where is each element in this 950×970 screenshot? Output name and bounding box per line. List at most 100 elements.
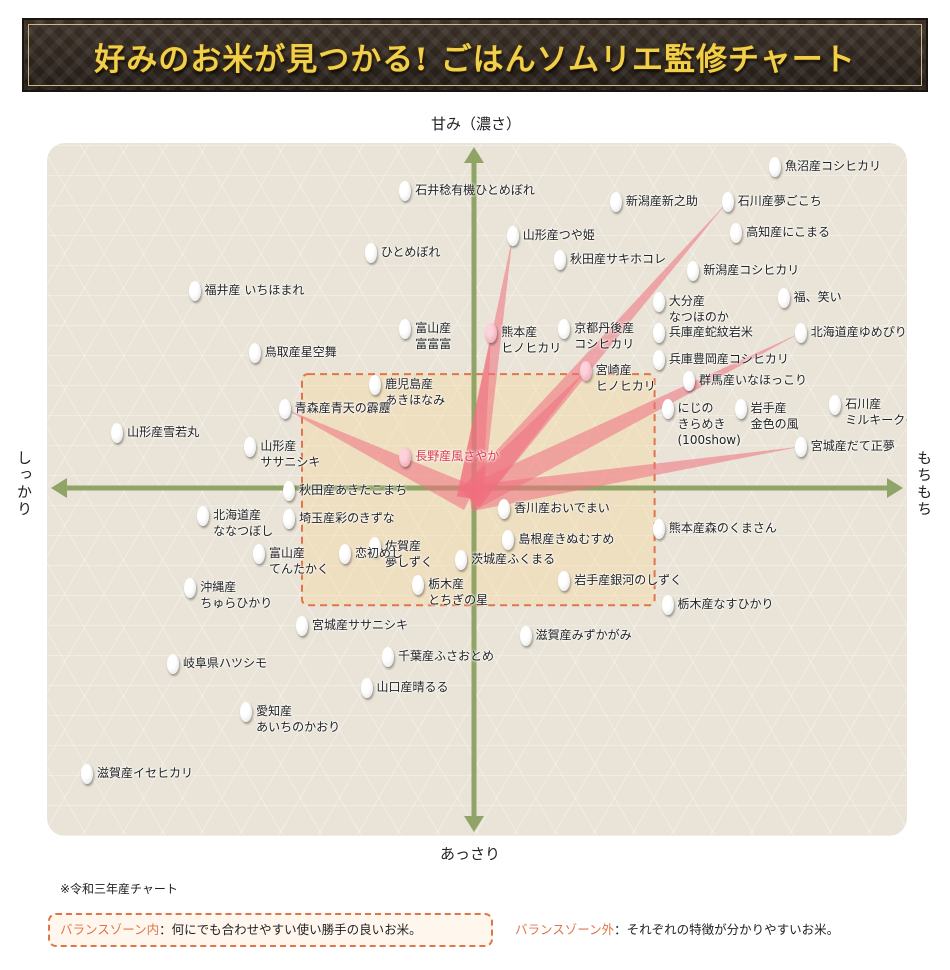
rice-grain-icon <box>167 653 179 674</box>
rice-item-label: 恋初めし <box>355 545 404 560</box>
rice-grain-icon <box>278 398 291 419</box>
rice-item-label: 北海道産ゆめぴりか <box>810 324 907 339</box>
rice-item-label: 佐賀産 夢しずく <box>385 538 433 569</box>
highlight-ray <box>460 370 586 508</box>
rice-grain-icon <box>794 322 807 343</box>
rice-grain-icon <box>399 446 412 467</box>
rice-item-label: にじの きらめき (100show) <box>677 400 741 447</box>
rice-grain-icon <box>734 398 747 419</box>
rice-item-label: 鹿児島産 あきほなみ <box>385 376 446 407</box>
rice-grain-icon <box>661 595 674 616</box>
rice-item-label: 北海道産 ななつぼし <box>213 507 274 538</box>
rice-item-label: 香川産おいでまい <box>514 500 610 515</box>
rice-grain-icon <box>794 436 807 457</box>
highlight-ray <box>284 408 476 511</box>
rice-item-label: 島根産きぬむすめ <box>518 531 615 546</box>
rice-item-label: 兵庫産蛇紋岩米 <box>668 324 753 339</box>
rice-item-label: 宮城産ササニシキ <box>312 618 409 632</box>
highlight-ray <box>456 332 492 501</box>
rice-item-label: 秋田産サキホコレ <box>570 252 667 267</box>
title-banner: 好みのお米が見つかる! ごはんソムリエ監修チャート <box>22 18 928 92</box>
rice-item-label: 群馬産いなほっこり <box>699 373 808 388</box>
rice-grain-icon <box>721 191 734 212</box>
rice-item-label: 山形産雪若丸 <box>127 424 200 439</box>
rice-grain-icon <box>455 550 468 571</box>
rice-item-label: 高知産にこまる <box>746 224 831 239</box>
rice-grain-icon <box>360 678 373 699</box>
rice-item-label: ひとめぼれ <box>380 245 441 260</box>
rice-item-label: 山形産 ササニシキ <box>260 438 321 469</box>
rice-grain-icon <box>81 764 93 785</box>
rice-grain-icon <box>485 322 498 343</box>
rice-item-label: 愛知産 あいちのかおり <box>256 704 341 735</box>
x-axis-arrow-left <box>51 478 67 498</box>
rice-grain-icon <box>184 578 197 599</box>
rice-grain-icon <box>519 626 532 647</box>
rice-item-label: 栃木産なすひかり <box>677 597 774 612</box>
rice-item-label: 福、笑い <box>793 290 842 305</box>
rice-item-label: 埼玉産彩のきずな <box>299 511 395 526</box>
rice-grain-icon <box>652 350 665 371</box>
rice-grain-icon <box>369 374 382 395</box>
rice-item-label: 山形産つや姫 <box>522 228 595 243</box>
rice-grain-icon <box>777 288 790 309</box>
rice-item-label: 茨城産ふくまる <box>471 552 556 567</box>
rice-item-label: 滋賀産みずかがみ <box>535 628 632 643</box>
rice-item-label: 富山産 てんたかく <box>269 545 330 576</box>
rice-grain-icon <box>558 319 571 340</box>
rice-item-label: 石川産 ミルキークイーン <box>845 397 907 428</box>
legend-inside-text: ：何にでも合わせやすい使い勝手の良いお米。 <box>159 922 422 937</box>
rice-grain-icon <box>829 395 842 416</box>
rice-item-label: 魚沼産コシヒカリ <box>785 159 882 174</box>
legend-inside-zone: バランスゾーン内：何にでも合わせやすい使い勝手の良いお米。 <box>48 913 493 947</box>
highlight-ray <box>467 446 801 512</box>
rice-item-label: 福井産 いちほまれ <box>204 283 305 298</box>
axis-label-bottom: あっさり <box>440 845 501 863</box>
rice-item-label: 京都丹後産 コシヒカリ <box>574 321 635 352</box>
rice-grain-icon <box>253 543 265 564</box>
x-axis-arrow-right <box>887 478 903 498</box>
rice-grain-icon <box>558 571 571 592</box>
rice-grain-icon <box>369 536 382 557</box>
rice-item-label: 山口産晴るる <box>376 680 449 695</box>
y-axis-arrow-bottom <box>464 816 484 832</box>
legend-outside-zone: バランスゾーン外：それぞれの特徴が分かりやすいお米。 <box>515 913 839 947</box>
rice-item-label: 大分産 なつほのか <box>668 293 729 324</box>
axis-label-right: もちもち <box>915 450 933 518</box>
legend-outside-text: ：それぞれの特徴が分かりやすいお米。 <box>614 922 840 937</box>
rice-grain-icon <box>652 322 665 343</box>
rice-grain-icon <box>554 250 566 271</box>
rice-grain-icon <box>683 371 695 392</box>
rice-grain-icon <box>769 157 781 178</box>
rice-grain-icon <box>283 481 296 502</box>
rice-item-label: 兵庫豊岡産コシヒカリ <box>668 352 789 367</box>
rice-grain-icon <box>502 529 515 550</box>
legend-inside-label: バランスゾーン内 <box>60 922 160 937</box>
rice-item-label: 熊本産 ヒノヒカリ <box>501 324 562 355</box>
rice-grain-icon <box>687 260 700 281</box>
highlight-ray <box>463 332 801 510</box>
rice-grain-icon <box>382 647 394 668</box>
rice-item-label: 栃木産 とちぎの星 <box>428 576 489 607</box>
rice-item-label: 秋田産あきたこまち <box>299 483 408 498</box>
rice-grain-icon <box>661 398 674 419</box>
axis-label-left: しっかり <box>15 450 33 518</box>
rice-item-label: 千葉産ふさおとめ <box>398 649 495 664</box>
chart-note: ※令和三年産チャート <box>60 882 178 896</box>
rice-grain-icon <box>652 519 665 540</box>
rice-item-label: 岩手産銀河のしずく <box>574 573 683 588</box>
rice-grain-icon <box>579 360 592 381</box>
rice-grain-icon <box>652 291 665 312</box>
rice-grain-icon <box>244 436 257 457</box>
rice-grain-icon <box>399 181 412 202</box>
rice-chart: 魚沼産コシヒカリ 石井稔有機ひとめぼれ 新潟産新之助 石川産夢ごこち 高知産にこまる 山形… <box>47 143 907 836</box>
rice-grain-icon <box>283 509 296 530</box>
rice-item-label: 新潟産コシヒカリ <box>703 262 800 277</box>
rice-grain-icon <box>111 422 124 443</box>
rice-item-label: 新潟産新之助 <box>625 193 698 208</box>
rice-grain-icon <box>730 222 743 243</box>
rice-grain-icon <box>609 191 622 212</box>
y-axis-arrow-top <box>464 147 484 163</box>
rice-grain-icon <box>248 343 261 364</box>
